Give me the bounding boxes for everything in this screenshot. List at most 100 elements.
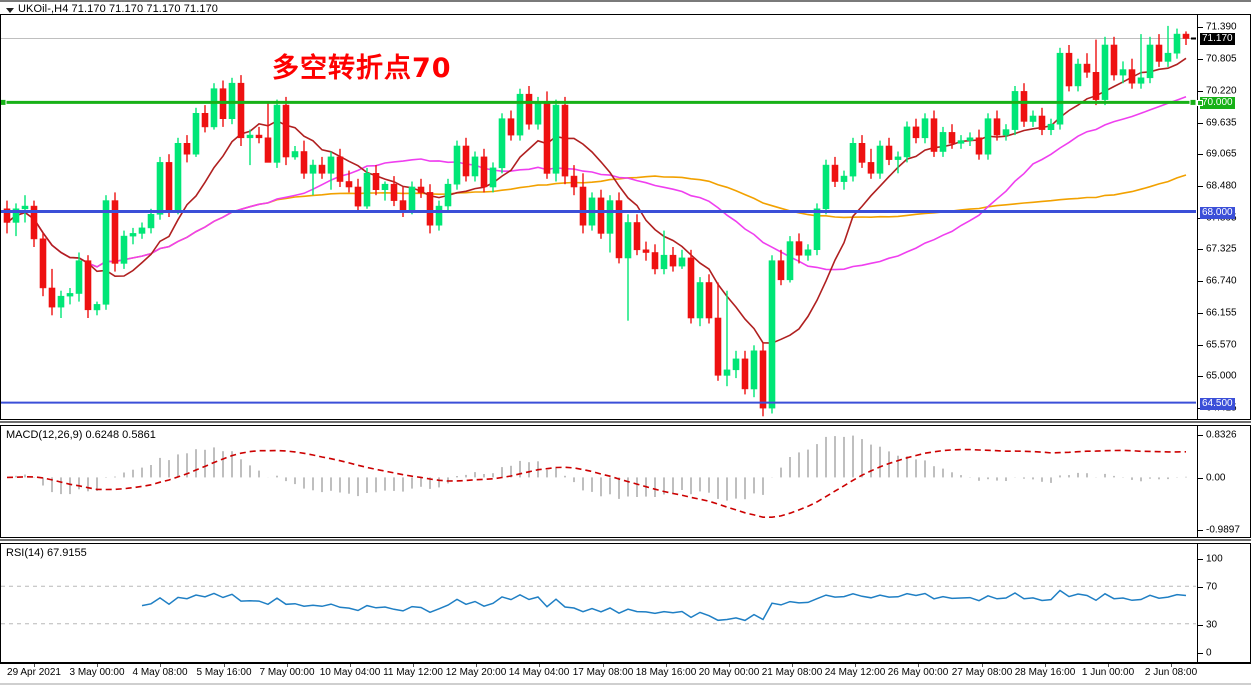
price-tick: [1198, 313, 1203, 315]
price-chart-canvas: [1, 25, 1196, 417]
window-bottom-edge: [0, 683, 1251, 685]
time-axis-tick: [1171, 664, 1172, 667]
time-axis-label: 21 May 08:00: [761, 667, 823, 678]
price-tick-label: 68.480: [1206, 180, 1237, 192]
time-axis-tick: [982, 664, 983, 667]
time-axis-label: 20 May 00:00: [698, 667, 760, 678]
price-scale[interactable]: 71.39070.80570.22069.63569.06568.48067.8…: [1197, 14, 1251, 420]
price-tick: [1198, 218, 1203, 220]
annotation-text: 多空转折点70: [272, 53, 452, 84]
price-tick-label: 70.805: [1206, 53, 1237, 65]
time-axis-label: 11 May 12:00: [383, 667, 443, 678]
time-axis-label: 26 May 00:00: [887, 667, 949, 678]
macd-caption: MACD(12,26,9) 0.6248 0.5861: [6, 429, 156, 441]
blue-level-tag: 68.000: [1200, 206, 1235, 219]
time-axis-tick: [792, 664, 793, 667]
rsi-tick-label: 100: [1206, 553, 1223, 565]
time-axis-tick: [413, 664, 414, 667]
macd-chart-canvas: [6, 435, 1187, 518]
price-tick-label: 65.000: [1206, 370, 1237, 382]
price-tick: [1198, 249, 1203, 251]
level-handle[interactable]: [1197, 100, 1203, 107]
time-axis-tick: [160, 664, 161, 667]
rsi-tick-label: 70: [1206, 581, 1218, 593]
time-axis-tick: [603, 664, 604, 667]
price-pane[interactable]: [0, 14, 1197, 420]
pane-separator-1: [0, 421, 1251, 423]
time-axis-tick: [1108, 664, 1109, 667]
price-tick: [1198, 186, 1203, 188]
price-tick-label: 67.325: [1206, 243, 1237, 255]
time-axis-label: 2 Jun 08:00: [1144, 667, 1198, 678]
macd-tick: [1198, 478, 1203, 480]
time-axis-tick: [476, 664, 477, 667]
time-axis-tick: [1045, 664, 1046, 667]
time-axis-tick: [539, 664, 540, 667]
time-axis-label: 7 May 00:00: [259, 667, 315, 678]
macd-tick: [1198, 530, 1203, 531]
rsi-tick-label: 0: [1206, 647, 1212, 659]
time-axis-label: 1 Jun 00:00: [1081, 667, 1135, 678]
time-axis-label: 28 May 16:00: [1014, 667, 1076, 678]
rsi-caption: RSI(14) 67.9155: [6, 547, 87, 559]
macd-tick-label: 0.8326: [1206, 429, 1237, 441]
time-axis-tick: [918, 664, 919, 667]
rsi-tick: [1198, 624, 1203, 626]
macd-pane[interactable]: [0, 425, 1197, 538]
time-axis-tick: [666, 664, 667, 667]
price-tick: [1198, 281, 1203, 283]
time-axis-tick: [855, 664, 856, 667]
price-tick: [1198, 59, 1203, 61]
last-price-tag: 71.170: [1200, 33, 1235, 46]
time-axis[interactable]: 29 Apr 2021 3 May 00:00 4 May 08:00 5 May 1…: [0, 663, 1251, 685]
time-axis-tick: [97, 664, 98, 667]
time-axis-label: 27 May 08:00: [951, 667, 1013, 678]
macd-tick: [1198, 435, 1203, 436]
time-axis-label: 29 Apr 2021: [7, 667, 61, 678]
rsi-tick: [1198, 653, 1203, 654]
time-axis-label: 5 May 16:00: [196, 667, 252, 678]
rsi-tick: [1198, 587, 1203, 589]
time-axis-label: 12 May 20:00: [445, 667, 507, 678]
chart-title-bar: UKOil-,H4 71.170 71.170 71.170 71.170: [0, 0, 1251, 15]
time-axis-label: 3 May 00:00: [69, 667, 125, 678]
price-tick-label: 69.635: [1206, 117, 1237, 129]
rsi-pane[interactable]: [0, 543, 1197, 663]
time-axis-label: 17 May 08:00: [572, 667, 634, 678]
price-tick-label: 71.390: [1206, 21, 1237, 33]
blue-level-tag-low: 64.500: [1200, 397, 1235, 410]
price-tick-label: 65.570: [1206, 339, 1237, 351]
rsi-tick: [1198, 559, 1203, 560]
pane-separator-2: [0, 539, 1251, 541]
time-axis-label: 4 May 08:00: [132, 667, 188, 678]
price-tick: [1198, 345, 1203, 347]
time-axis-tick: [729, 664, 730, 667]
macd-tick-label: -0.9897: [1206, 524, 1240, 536]
time-axis-tick: [34, 664, 35, 667]
time-axis-tick: [287, 664, 288, 667]
price-tick: [1198, 123, 1203, 125]
green-level-tag: 70.000: [1200, 97, 1235, 110]
price-tick: [1198, 376, 1203, 378]
rsi-scale[interactable]: 100 70 30 0: [1197, 543, 1251, 663]
price-tick: [1198, 27, 1203, 29]
symbol-ohlc-header: UKOil-,H4 71.170 71.170 71.170 71.170: [18, 3, 219, 15]
macd-scale[interactable]: 0.8326 0.00 -0.9897: [1197, 425, 1251, 538]
price-tick-label: 69.065: [1206, 148, 1237, 160]
time-axis-label: 24 May 12:00: [824, 667, 886, 678]
rsi-tick-label: 30: [1206, 619, 1218, 631]
time-axis-tick: [350, 664, 351, 667]
time-axis-label: 14 May 04:00: [508, 667, 570, 678]
price-tick-label: 66.155: [1206, 307, 1237, 319]
macd-tick-label: 0.00: [1206, 472, 1226, 484]
time-axis-label: 10 May 04:00: [319, 667, 381, 678]
time-axis-label: 18 May 16:00: [635, 667, 697, 678]
rsi-chart-canvas: [1, 585, 1196, 625]
price-tick-label: 66.740: [1206, 275, 1237, 287]
time-axis-tick: [224, 664, 225, 667]
price-tick-label: 70.220: [1206, 85, 1237, 97]
triangle-down-icon[interactable]: [6, 8, 14, 13]
price-tick: [1198, 91, 1203, 93]
price-tick: [1198, 154, 1203, 156]
